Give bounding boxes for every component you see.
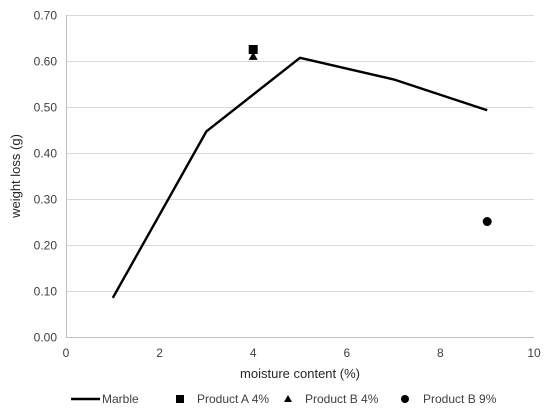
y-tick-label: 0.40 <box>34 147 58 161</box>
plot-area <box>111 45 492 299</box>
y-tick-label: 0.60 <box>34 55 58 69</box>
legend-swatch-product-b-4 <box>284 395 292 402</box>
x-tick-label: 8 <box>437 346 444 360</box>
legend-label-product-a-4: Product A 4% <box>197 392 269 406</box>
x-tick-label: 6 <box>343 346 350 360</box>
y-axis-title: weight loss (g) <box>8 134 23 219</box>
y-tick-label: 0.30 <box>34 193 58 207</box>
y-tick-label: 0.10 <box>34 285 58 299</box>
x-axis-title: moisture content (%) <box>240 366 360 381</box>
data-point-product-b-4 <box>248 51 258 60</box>
legend-label-product-b-9: Product B 9% <box>423 392 497 406</box>
y-tick-label: 0.00 <box>34 331 58 345</box>
gridlines <box>66 15 534 338</box>
legend-label-product-b-4: Product B 4% <box>305 392 379 406</box>
data-point-product-a-4 <box>248 45 258 54</box>
legend-swatch-product-b-9 <box>401 395 409 403</box>
x-tick-label: 0 <box>63 346 70 360</box>
axes: 0.00 0.10 0.20 0.30 0.40 0.50 0.60 0.70 0 2 4 6 8 10 <box>34 9 541 361</box>
x-tick-label: 4 <box>250 346 257 360</box>
y-tick-label: 0.70 <box>34 9 58 23</box>
y-tick-label: 0.50 <box>34 101 58 115</box>
legend-label-marble: Marble <box>102 392 139 406</box>
x-tick-label: 10 <box>527 346 541 360</box>
legend-swatch-product-a-4 <box>176 395 184 403</box>
legend: Marble Product A 4% Product B 4% Product B … <box>71 392 497 406</box>
series-line-marble <box>111 56 488 299</box>
data-point-product-b-9 <box>482 217 492 227</box>
x-tick-label: 2 <box>156 346 163 360</box>
y-tick-label: 0.20 <box>34 239 58 253</box>
